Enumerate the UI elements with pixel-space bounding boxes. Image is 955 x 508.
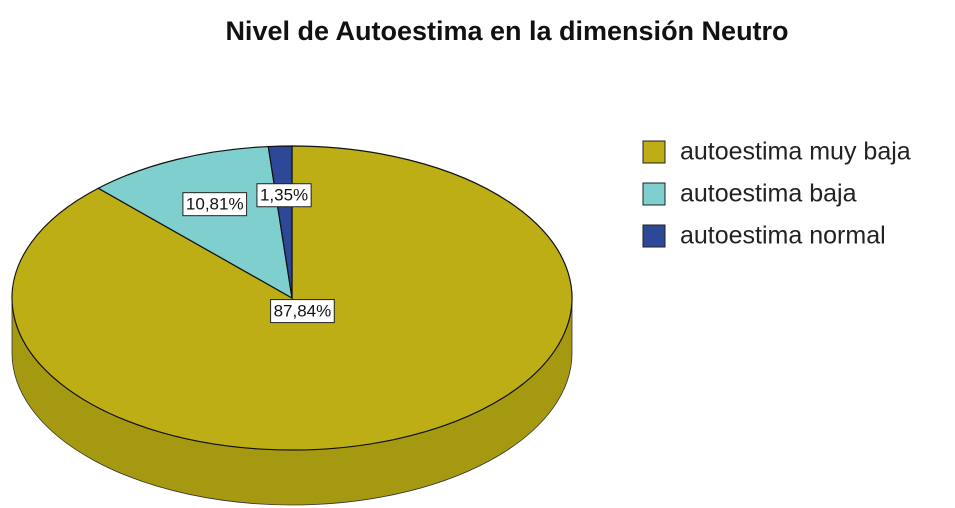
legend-text: autoestima baja (680, 180, 857, 208)
legend-swatch (642, 224, 666, 248)
legend-swatch (642, 182, 666, 206)
value-label-group: 10,81% (182, 192, 248, 217)
legend-text: autoestima normal (680, 222, 886, 250)
value-label-group: 87,84% (270, 299, 335, 324)
value-label-box (182, 192, 248, 217)
value-label: 87,84% (274, 302, 332, 321)
value-label-box (270, 299, 335, 324)
chart-title: Nivel de Autoestima en la dimensión Neut… (225, 16, 788, 46)
value-label-group: 1,35% (256, 183, 312, 208)
value-label: 1,35% (260, 186, 308, 205)
value-label: 10,81% (186, 195, 244, 214)
value-label-box (256, 183, 312, 208)
slice (97, 145, 293, 300)
legend-text: autoestima muy baja (680, 138, 911, 166)
legend-swatch (642, 140, 666, 164)
